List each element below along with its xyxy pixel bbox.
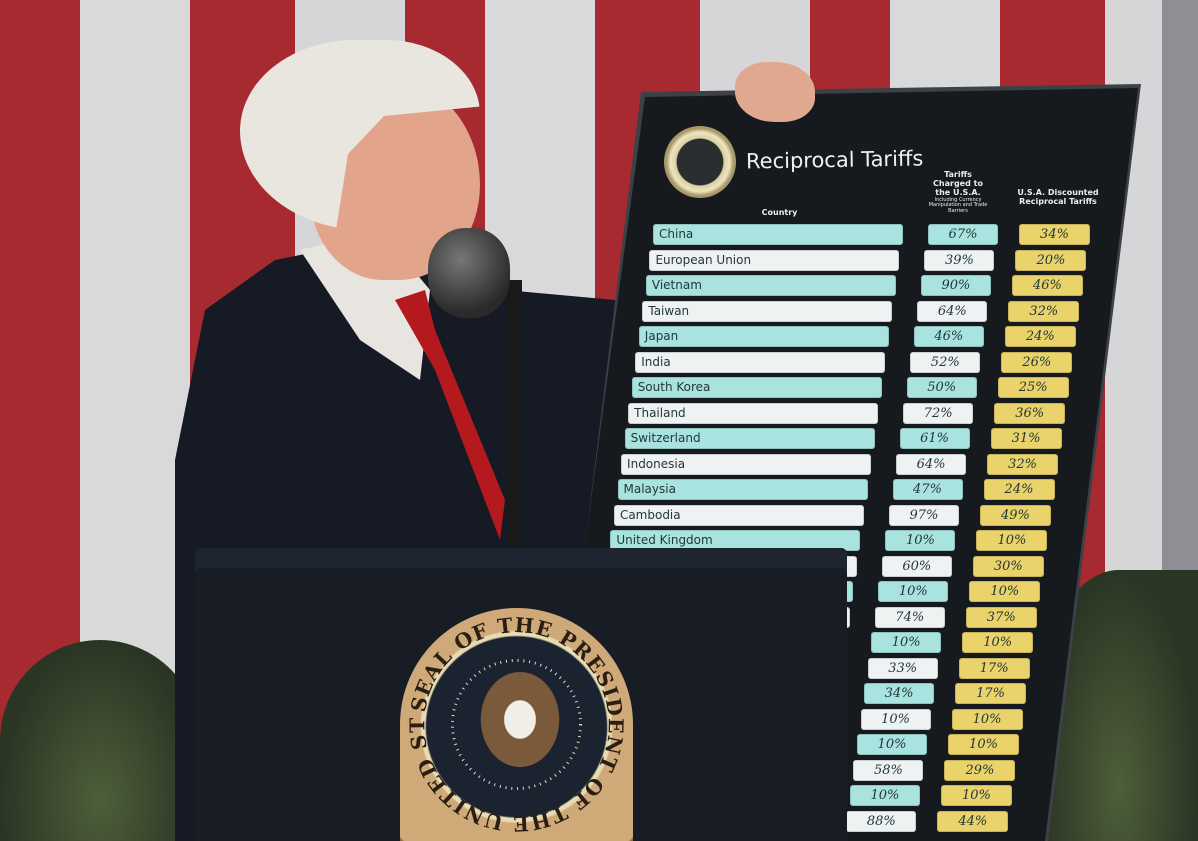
charged-tariff-cell: 10% xyxy=(857,734,927,755)
country-cell: Switzerland xyxy=(624,428,875,449)
reciprocal-tariff-cell: 24% xyxy=(1004,326,1076,347)
country-cell: European Union xyxy=(649,249,900,271)
column-header-reciprocal: U.S.A. Discounted Reciprocal Tariffs xyxy=(1017,188,1099,207)
reciprocal-tariff-cell: 26% xyxy=(1001,351,1073,373)
charged-tariff-cell: 74% xyxy=(874,606,945,628)
reciprocal-tariff-cell: 10% xyxy=(948,734,1019,755)
country-cell: Indonesia xyxy=(621,453,872,475)
column-header-charged-title: Tariffs Charged to the U.S.A. xyxy=(933,170,983,198)
board-title: Reciprocal Tariffs xyxy=(745,146,924,174)
reciprocal-tariff-cell: 25% xyxy=(997,377,1069,398)
charged-tariff-cell: 64% xyxy=(917,300,988,322)
reciprocal-tariff-cell: 10% xyxy=(951,708,1023,730)
country-cell: Vietnam xyxy=(645,275,896,296)
charged-tariff-cell: 10% xyxy=(878,581,949,602)
reciprocal-tariff-cell: 29% xyxy=(944,759,1016,781)
column-header-charged: Tariffs Charged to the U.S.A. Including … xyxy=(928,170,988,215)
charged-tariff-cell: 52% xyxy=(910,351,981,373)
reciprocal-tariff-cell: 10% xyxy=(940,785,1012,806)
charged-tariff-cell: 72% xyxy=(903,402,974,424)
reciprocal-tariff-cell: 32% xyxy=(987,453,1059,475)
charged-tariff-cell: 67% xyxy=(928,224,998,245)
country-cell: Cambodia xyxy=(613,504,864,526)
column-header-charged-subtitle: Including Currency Manipulation and Trad… xyxy=(928,196,988,215)
charged-tariff-cell: 50% xyxy=(906,377,977,398)
charged-tariff-cell: 34% xyxy=(864,683,935,704)
charged-tariff-cell: 10% xyxy=(871,632,942,653)
eagle-emblem xyxy=(470,670,570,780)
country-cell: China xyxy=(653,224,903,245)
charged-tariff-cell: 33% xyxy=(867,657,938,679)
bush-left xyxy=(0,640,200,841)
charged-tariff-cell: 64% xyxy=(896,453,967,475)
reciprocal-tariff-cell: 32% xyxy=(1008,300,1080,322)
charged-tariff-cell: 97% xyxy=(888,504,959,526)
microphone-stand xyxy=(508,280,522,560)
country-cell: Taiwan xyxy=(642,300,893,322)
presidential-seal-small xyxy=(664,126,736,198)
reciprocal-tariff-cell: 46% xyxy=(1011,275,1083,296)
microphone-icon xyxy=(428,228,510,318)
charged-tariff-cell: 58% xyxy=(853,759,924,781)
country-cell: South Korea xyxy=(631,377,882,398)
column-header-country: Country xyxy=(761,208,798,217)
reciprocal-tariff-cell: 10% xyxy=(976,530,1048,551)
reciprocal-tariff-cell: 10% xyxy=(962,632,1034,653)
charged-tariff-cell: 10% xyxy=(885,530,956,551)
reciprocal-tariff-cell: 24% xyxy=(983,479,1055,500)
charged-tariff-cell: 60% xyxy=(881,555,952,577)
reciprocal-tariff-cell: 17% xyxy=(958,657,1030,679)
reciprocal-tariff-cell: 44% xyxy=(937,810,1009,832)
charged-tariff-cell: 39% xyxy=(924,249,995,271)
charged-tariff-cell: 90% xyxy=(920,275,991,296)
charged-tariff-cell: 10% xyxy=(849,785,920,806)
reciprocal-tariff-cell: 20% xyxy=(1015,249,1087,271)
reciprocal-tariff-cell: 17% xyxy=(955,683,1027,704)
charged-tariff-cell: 88% xyxy=(846,810,917,832)
charged-tariff-cell: 61% xyxy=(899,428,970,449)
country-cell: India xyxy=(635,351,886,373)
reciprocal-tariff-cell: 36% xyxy=(994,402,1066,424)
country-cell: Malaysia xyxy=(617,479,868,500)
reciprocal-tariff-cell: 10% xyxy=(969,581,1041,602)
reciprocal-tariff-cell: 49% xyxy=(979,504,1051,526)
charged-tariff-cell: 47% xyxy=(892,479,963,500)
reciprocal-tariff-cell: 34% xyxy=(1019,224,1090,245)
reciprocal-tariff-cell: 30% xyxy=(972,555,1044,577)
charged-tariff-cell: 10% xyxy=(860,708,931,730)
speaker-hand xyxy=(735,62,815,122)
country-cell: Japan xyxy=(638,326,889,347)
reciprocal-tariff-cell: 31% xyxy=(990,428,1062,449)
reciprocal-tariff-cell: 37% xyxy=(965,606,1037,628)
country-cell: Thailand xyxy=(628,402,879,424)
country-cell: United Kingdom xyxy=(610,530,861,551)
charged-tariff-cell: 46% xyxy=(913,326,984,347)
